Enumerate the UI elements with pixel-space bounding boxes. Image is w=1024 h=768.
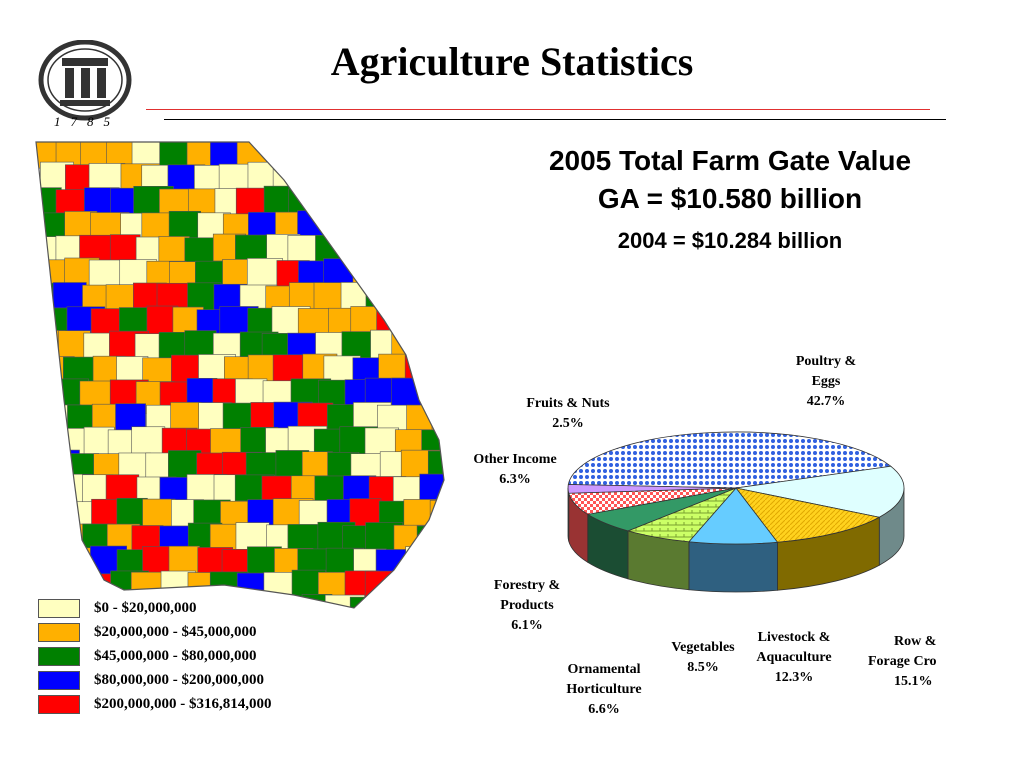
- pie-label-ornamental: Ornamental Horticulture 6.6%: [556, 660, 652, 720]
- legend-label: $0 - $20,000,000: [94, 599, 197, 616]
- pie-label-line: Livestock &: [757, 630, 831, 645]
- pie-label-line: Forage Cro: [868, 654, 937, 669]
- legend-label: $20,000,000 - $45,000,000: [94, 623, 257, 640]
- logo-year: 1785: [54, 114, 120, 129]
- pie-label-value: 6.6%: [588, 702, 620, 717]
- title-rule-black: [164, 119, 946, 120]
- pie-label-other-income: Other Income 6.3%: [462, 450, 568, 490]
- pie-label-value: 8.5%: [687, 660, 719, 675]
- farm-gate-pie-chart: [567, 431, 905, 593]
- title-rule-red: [146, 109, 930, 110]
- georgia-county-map: [35, 141, 445, 609]
- legend-item: $20,000,000 - $45,000,000: [38, 620, 257, 644]
- pie-label-value: 6.1%: [511, 618, 543, 633]
- pie-label-line: Aquaculture: [756, 650, 832, 665]
- pie-label-line: Forestry &: [493, 578, 561, 593]
- pie-label-line: Row &: [894, 634, 937, 649]
- pie-slice: [567, 484, 737, 494]
- pie-label-line: Fruits & Nuts: [526, 396, 610, 411]
- pie-label-line: Horticulture: [566, 682, 642, 697]
- summary-title: 2005 Total Farm Gate Value: [548, 145, 912, 176]
- legend-swatch: [38, 598, 80, 618]
- pie-label-fruits-nuts: Fruits & Nuts 2.5%: [514, 394, 622, 434]
- pie-label-line: Products: [500, 598, 554, 613]
- pie-slice: [567, 431, 892, 489]
- summary-total: GA = $10.580 billion: [597, 183, 863, 214]
- legend-swatch: [38, 646, 80, 666]
- legend-item: $80,000,000 - $200,000,000: [38, 668, 264, 692]
- pie-label-line: Eggs: [811, 374, 841, 389]
- pie-label-value: 12.3%: [774, 670, 814, 685]
- pie-label-line: Vegetables: [671, 640, 735, 655]
- pie-label-value: 42.7%: [806, 394, 846, 409]
- legend-label: $45,000,000 - $80,000,000: [94, 647, 257, 664]
- pie-label-forestry: Forestry & Products 6.1%: [478, 576, 576, 636]
- pie-label-line: Poultry &: [795, 354, 857, 369]
- legend-swatch: [38, 622, 80, 642]
- legend-item: $200,000,000 - $316,814,000: [38, 692, 272, 716]
- pie-label-value: 2.5%: [552, 416, 584, 431]
- pie-label-value: 6.3%: [499, 472, 531, 487]
- pie-slice-side: [688, 541, 778, 593]
- pie-label-livestock: Livestock & Aquaculture 12.3%: [744, 628, 844, 688]
- pie-label-vegetables: Vegetables 8.5%: [658, 638, 748, 678]
- pie-label-line: Ornamental: [567, 662, 641, 677]
- pie-label-value: 15.1%: [894, 674, 933, 689]
- legend-swatch: [38, 694, 80, 714]
- legend-label: $80,000,000 - $200,000,000: [94, 671, 264, 688]
- pie-label-line: Other Income: [473, 452, 557, 467]
- pie-slice: [735, 465, 905, 518]
- legend-item: $0 - $20,000,000: [38, 596, 197, 620]
- legend-swatch: [38, 670, 80, 690]
- legend-item: $45,000,000 - $80,000,000: [38, 644, 257, 668]
- legend-label: $200,000,000 - $316,814,000: [94, 695, 272, 712]
- pie-slice: [688, 487, 779, 545]
- slide-title: Agriculture Statistics: [330, 39, 694, 84]
- arch-logo-icon: [38, 40, 132, 121]
- pie-label-row-forage: Row & Forage Cro 15.1%: [862, 632, 962, 692]
- summary-prior-year: 2004 = $10.284 billion: [617, 228, 843, 253]
- pie-slice-side: [567, 487, 570, 542]
- pie-label-poultry-eggs: Poultry & Eggs 42.7%: [778, 352, 874, 412]
- pie-slice: [735, 487, 881, 543]
